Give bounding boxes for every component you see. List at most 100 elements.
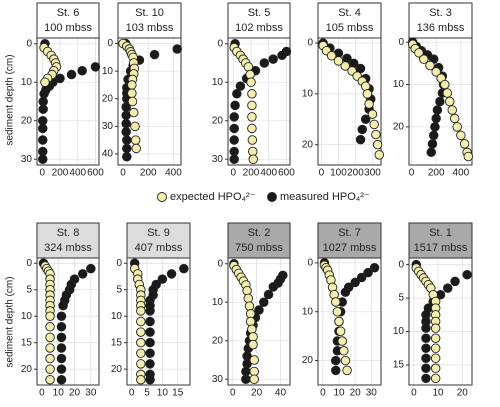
measured-point [86,263,96,274]
x-tick-label: 200 [428,168,445,179]
y-tick-label: 5 [116,284,122,295]
y-axis-label: sediment depth (cm) [5,54,16,145]
expected-point [130,135,141,145]
x-tick-label: 0 [120,168,126,179]
x-tick-label: 100 [330,168,347,179]
y-tick-label: 10 [302,306,314,317]
measured-point [38,135,48,145]
y-tick-label: 20 [102,93,114,104]
measured-point [55,73,65,84]
expected-point [339,346,349,356]
y-tick-label: 30 [21,154,33,165]
x-tick-label: 200 [243,168,260,179]
expected-point [430,323,441,333]
x-tick-label: 10 [53,388,65,399]
x-tick-label: 400 [260,168,277,179]
expected-point [360,81,371,92]
y-tick-label: 15 [21,337,33,348]
expected-point [45,364,55,374]
measured-point [145,359,155,369]
measured-point [56,353,67,364]
legend-marker [267,192,277,202]
panel-subtitle: 102 mbss [235,22,283,34]
measured-point [259,297,269,308]
measured-point [56,343,67,353]
expected-point [247,324,257,334]
measured-point [58,300,68,311]
measured-point [145,316,155,327]
expected-point [245,69,255,80]
x-tick-label: 10 [157,388,169,399]
y-axis-label: sediment depth (cm) [5,276,16,367]
measured-point [232,89,242,99]
y-tick-label: 30 [102,121,114,132]
measured-point [431,113,441,124]
expected-point [247,123,257,134]
expected-point [340,61,350,71]
expected-point [431,67,441,77]
legend-label: measured HPO₄²⁻ [280,191,370,203]
expected-point [372,139,383,150]
measured-point [421,343,431,353]
x-tick-label: 0 [40,168,46,179]
measured-point [230,100,240,111]
x-tick-label: 400 [165,168,182,179]
y-tick-label: 20 [212,115,224,126]
expected-point [430,333,441,343]
legend-marker [157,192,167,202]
measured-point [340,287,351,297]
measured-point [122,135,132,145]
measured-point [39,89,49,99]
measured-point [145,327,155,337]
expected-point [442,88,453,98]
plot-frame [227,37,291,166]
y-tick-label: 20 [21,364,33,375]
x-tick-label: 20 [350,388,362,399]
measured-point [360,114,371,125]
measured-point [356,272,367,283]
expected-point [367,109,378,119]
measured-point [145,348,155,359]
expected-point [333,56,344,66]
measured-point [38,123,48,134]
y-tick-label: 10 [111,311,123,322]
panel-title: St. 9 [147,227,170,239]
measured-point [66,69,77,80]
y-tick-label: 10 [102,66,114,77]
expected-point [245,316,256,327]
measured-point [122,151,132,162]
panel-title: St. 1 [429,227,452,239]
expected-point [445,96,455,107]
measured-point [421,353,431,364]
measured-point [254,305,264,315]
measured-point [56,374,67,385]
expected-point [136,359,146,369]
measured-point [259,58,270,68]
panel-header [117,2,182,39]
expected-point [45,311,55,321]
expected-point [425,60,435,71]
measured-point [121,118,131,129]
measured-point [241,374,251,384]
expected-point [248,339,258,350]
measured-point [427,139,438,149]
y-tick-label: 20 [302,139,314,150]
y-tick-label: 10 [212,77,224,88]
y-tick-label: 0 [307,38,313,49]
x-tick-label: 40 [275,388,287,399]
measured-point [229,123,239,134]
panel-subtitle: 105 mbss [326,22,374,34]
measured-point [369,263,380,273]
x-tick-label: 10 [433,388,445,399]
measured-point [268,54,278,64]
expected-point [364,99,374,109]
x-tick-label: 30 [366,388,378,399]
measured-point [355,134,366,145]
panel-title: St. 7 [338,227,361,239]
plot-frame [227,257,291,386]
expected-point [130,121,140,132]
expected-point [459,139,470,149]
x-tick-label: 0 [231,168,237,179]
expected-point [136,337,146,348]
measured-point [426,147,436,158]
